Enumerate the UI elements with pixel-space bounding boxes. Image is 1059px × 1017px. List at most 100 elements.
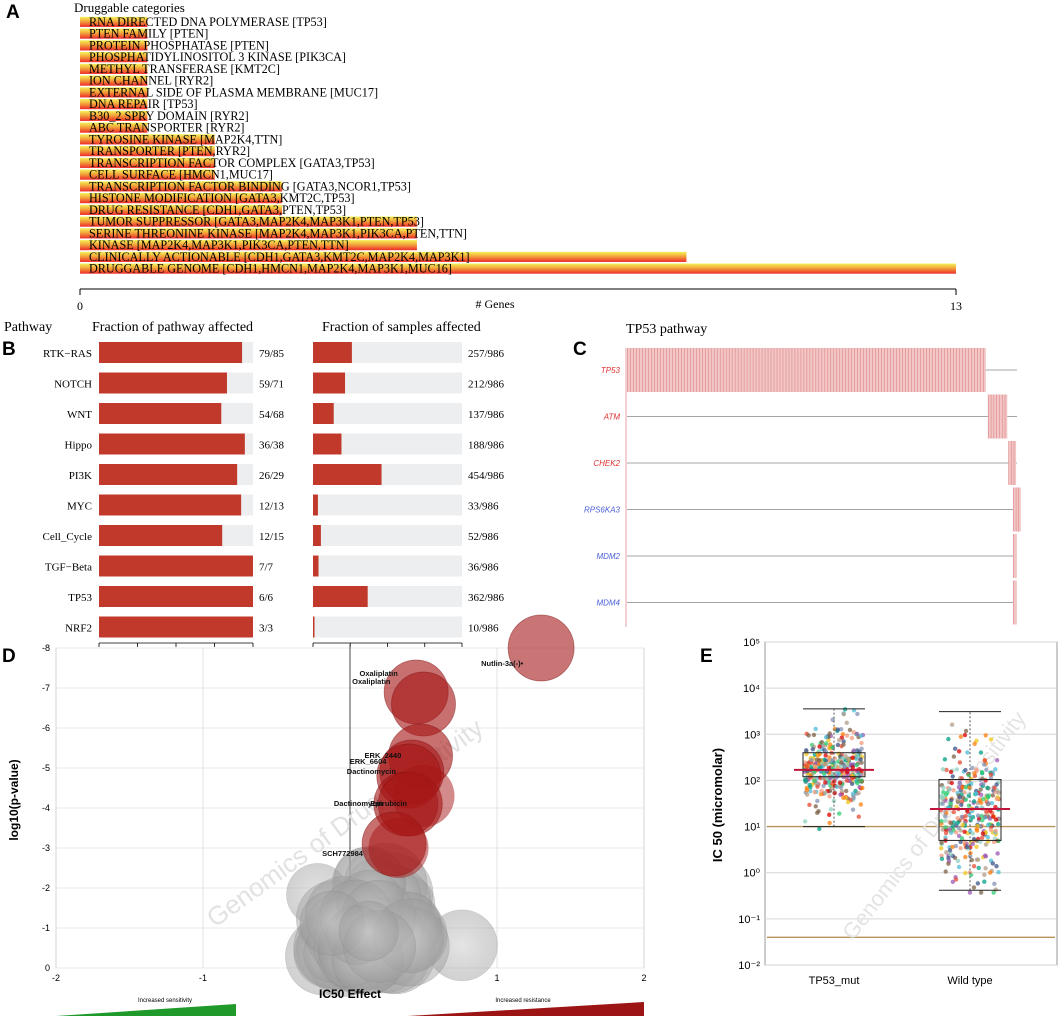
panel-d-y-tick-label: -8: [42, 643, 50, 653]
panel-e-sample-point: [971, 863, 977, 869]
panel-e-sample-point: [817, 744, 822, 749]
panel-a-bar: [80, 193, 283, 204]
panel-e-sample-point: [982, 879, 987, 884]
panel-e-sample-point: [854, 756, 859, 761]
panel-e-sample-point: [944, 767, 949, 773]
panel-b-title-left: Fraction of pathway affected: [92, 320, 253, 335]
panel-a-bar: [80, 228, 417, 239]
panel-e-sample-point: [811, 732, 817, 738]
panel-e-sample-point: [949, 722, 955, 727]
panel-b-bar-label: 454/986: [468, 470, 505, 482]
panel-e-sample-point: [940, 801, 945, 806]
panel-e-sample-point: [938, 846, 944, 851]
panel-e-sample-point: [950, 824, 955, 829]
panel-e-sample-point: [983, 866, 988, 871]
panel-e-sample-point: [823, 790, 828, 796]
panel-e-sample-point: [819, 739, 825, 745]
panel-a-bar-label: ABC TRANSPORTER [RYR2]: [89, 121, 244, 135]
panel-e-sample-point: [813, 764, 818, 769]
panel-e-sample-point: [833, 763, 838, 768]
panel-b-bar-label: 212/986: [468, 379, 505, 391]
panel-e-sample-point: [823, 741, 829, 746]
panel-b-bar: [313, 616, 315, 638]
panel-e-sample-point: [995, 851, 1000, 856]
panel-e-sample-point: [963, 728, 969, 734]
panel-a-x-tick-label-13: 13: [950, 299, 962, 313]
panel-e-sample-point: [985, 834, 990, 840]
panel-a-bar: [80, 52, 148, 63]
panel-b-bar-bg: [313, 372, 462, 394]
panel-a-bar-label: PHOSPHATIDYLINOSITOL 3 KINASE [PIK3CA]: [89, 50, 346, 64]
panel-e-sample-point: [802, 819, 808, 824]
panel-d-point-label: ERK_6604: [350, 757, 388, 766]
panel-e-sample-point: [978, 792, 984, 798]
panel-d-y-tick-label: 0: [45, 963, 50, 973]
panel-d-x-tick-label: 2: [641, 973, 646, 983]
panel-b-bar: [313, 494, 318, 516]
panel-e-sample-point: [956, 785, 962, 790]
panel-e-sample-point: [970, 831, 976, 836]
panel-d-y-label: log10(p-value): [7, 759, 21, 840]
panel-e-sample-point: [843, 788, 849, 794]
panel-e-sample-point: [827, 820, 832, 826]
panel-e-sample-point: [950, 879, 956, 884]
panel-e-sample-point: [855, 711, 860, 717]
panel-e-sample-point: [965, 779, 970, 784]
panel-e-sample-point: [950, 774, 955, 779]
panel-d-y-tick-label: -4: [42, 803, 50, 813]
panel-d-resistance-wedge: [408, 1002, 644, 1016]
panel-e-sample-point: [975, 881, 981, 886]
panel-e-sample-point: [939, 856, 945, 861]
panel-e-sample-point: [803, 748, 809, 753]
panel-a-bar: [80, 134, 215, 145]
panel-d-y-tick-label: -3: [42, 843, 50, 853]
panel-e-sample-point: [967, 890, 973, 895]
panel-e-sample-point: [838, 785, 844, 790]
panel-d-volcano-chart: -2-10120-1-2-3-4-5-6-7-8 Genomics of Dru…: [7, 614, 647, 1016]
panel-e-sample-point: [841, 795, 846, 801]
panel-b-bar: [313, 555, 319, 577]
panel-a-bar: [80, 110, 148, 121]
panel-e-sample-point: [971, 885, 977, 890]
panel-e-sample-point: [943, 869, 948, 874]
panel-b-bar-label: 54/68: [259, 409, 285, 421]
panel-e-sample-point: [970, 841, 975, 847]
panel-a-bar: [80, 122, 148, 133]
panel-e-sample-point: [967, 854, 973, 859]
panel-e-y-tick-label: 10⁻¹: [738, 914, 760, 926]
panel-e-sample-point: [949, 797, 954, 803]
panel-e-sample-point: [939, 840, 944, 845]
panel-c-altered-block: [1013, 580, 1017, 625]
panel-e-sample-point: [804, 765, 810, 770]
panel-e-sample-point: [990, 861, 995, 866]
panel-e-sample-point: [982, 853, 988, 858]
panel-e-sample-point: [996, 870, 1001, 875]
panel-e-sample-point: [854, 753, 860, 758]
panel-a-bar-label: METHYL TRANSFERASE [KMT2C]: [89, 62, 280, 76]
panel-a-bar-label: ION CHANNEL [RYR2]: [89, 74, 213, 88]
panel-d-point-label: Dactinomycin: [334, 799, 384, 808]
panel-e-sample-point: [946, 861, 951, 866]
panel-a-bar: [80, 240, 417, 251]
panel-e-sample-point: [980, 817, 985, 823]
panel-e-sample-point: [981, 796, 986, 802]
panel-e-y-label: IC 50 (micromolar): [710, 748, 725, 862]
panel-e-sample-point: [955, 858, 961, 864]
panel-e-sample-point: [950, 844, 955, 850]
panel-e-sample-point: [990, 793, 996, 798]
panel-e-sample-point: [948, 769, 954, 775]
panel-e-sample-point: [844, 770, 850, 775]
panel-e-sample-point: [990, 814, 996, 819]
panel-letter-c: C: [573, 339, 587, 360]
panel-e-sample-point: [977, 798, 983, 803]
panel-e-sample-point: [827, 758, 832, 763]
panel-e-sample-point: [854, 762, 859, 768]
panel-e-sample-point: [970, 814, 976, 820]
panel-b-pathway-label: NOTCH: [54, 379, 92, 391]
panel-e-sample-point: [835, 742, 841, 748]
panel-e-sample-point: [974, 857, 980, 862]
panel-e-sample-point: [996, 790, 1001, 795]
panel-e-sample-point: [967, 812, 972, 818]
panel-e-sample-point: [845, 799, 851, 805]
panel-b-bar-label: 10/986: [468, 623, 499, 635]
